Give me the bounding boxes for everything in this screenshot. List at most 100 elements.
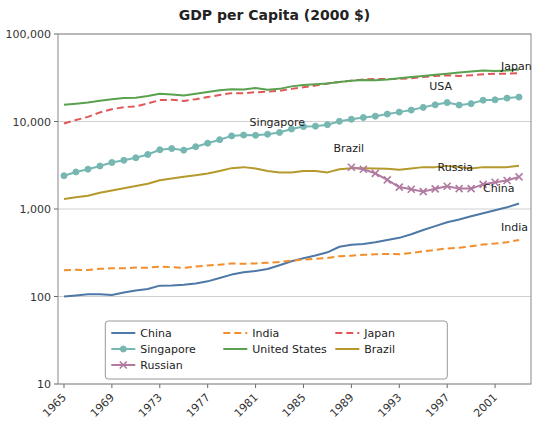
- series-marker: [456, 185, 463, 192]
- x-tick-label: 1981: [232, 391, 261, 420]
- legend-swatch: [111, 332, 135, 334]
- x-tick: [447, 384, 448, 388]
- y-tick: [54, 209, 58, 210]
- series-marker: [97, 163, 103, 169]
- x-tick: [159, 384, 160, 388]
- annotation: India: [501, 221, 528, 234]
- grid-line: [58, 296, 531, 297]
- series-marker: [73, 169, 79, 175]
- legend-label: Japan: [363, 327, 395, 340]
- series-marker: [121, 157, 127, 163]
- annotation: Singapore: [250, 116, 306, 129]
- legend-swatch: [223, 332, 247, 334]
- series-marker: [229, 133, 235, 139]
- series-marker: [360, 115, 366, 121]
- series-marker: [372, 113, 378, 119]
- y-tick-label: 10: [37, 378, 51, 391]
- series-marker: [324, 122, 330, 128]
- series-marker: [516, 173, 523, 180]
- legend-swatch: [335, 348, 359, 350]
- series-marker: [312, 123, 318, 129]
- annotations: JapanUSASingaporeBrazilRussiaChinaIndia: [250, 60, 532, 234]
- series-marker: [372, 170, 379, 177]
- series-marker: [145, 151, 151, 157]
- x-tick: [111, 384, 112, 388]
- annotation: China: [483, 182, 514, 195]
- title: GDP per Capita (2000 $): [179, 7, 370, 23]
- series-marker: [432, 185, 439, 192]
- series-line: [64, 240, 519, 270]
- y-tick: [54, 384, 58, 385]
- series-marker: [480, 97, 486, 103]
- y-tick: [54, 34, 58, 35]
- legend-label: Brazil: [364, 343, 395, 356]
- y-tick-label: 100,000: [6, 28, 52, 41]
- x-tick-label: 1997: [423, 391, 452, 420]
- series-marker: [336, 118, 342, 124]
- x-tick: [399, 384, 400, 388]
- x-tick-label: 1973: [136, 391, 165, 420]
- x-tick-label: 2001: [471, 391, 500, 420]
- x-tick: [255, 384, 256, 388]
- series-marker: [396, 109, 402, 115]
- legend-box: [105, 321, 447, 379]
- legend: China India Japan Singapore United States Bra…: [105, 321, 447, 379]
- y-tick: [54, 121, 58, 122]
- legend-marker: [120, 362, 127, 369]
- annotation: Japan: [500, 60, 532, 73]
- series-marker: [408, 186, 415, 193]
- x-tick-label: 1965: [40, 391, 69, 420]
- legend-swatch: [223, 348, 247, 350]
- series-marker: [432, 102, 438, 108]
- series-marker: [420, 188, 427, 195]
- legend-label: India: [252, 327, 279, 340]
- series-marker: [384, 111, 390, 117]
- legend-swatch: [335, 332, 359, 334]
- plot-area: [61, 69, 523, 296]
- x-tick: [303, 384, 304, 388]
- grid-line: [58, 209, 531, 210]
- x-tick-label: 1989: [328, 391, 357, 420]
- series-marker: [420, 104, 426, 110]
- series-marker: [277, 129, 283, 135]
- series-marker: [265, 131, 271, 137]
- series-marker: [468, 101, 474, 107]
- series-marker: [181, 147, 187, 153]
- annotation: Russia: [438, 161, 473, 174]
- series-marker: [444, 183, 451, 190]
- series-marker: [444, 100, 450, 106]
- series-marker: [205, 140, 211, 146]
- series-marker: [133, 155, 139, 161]
- series-marker: [408, 107, 414, 113]
- series-marker: [504, 95, 510, 101]
- x-tick: [495, 384, 496, 388]
- legend-label: China: [140, 327, 171, 340]
- series-marker: [109, 159, 115, 165]
- series-line: [64, 97, 519, 176]
- series-marker: [157, 147, 163, 153]
- annotation: Brazil: [333, 142, 364, 155]
- legend-label: Singapore: [140, 343, 196, 356]
- legend-label: Russian: [140, 359, 182, 372]
- series-marker: [348, 164, 355, 171]
- series-marker: [360, 166, 367, 173]
- y-tick-label: 100: [30, 291, 51, 304]
- series-marker: [456, 102, 462, 108]
- series-marker: [85, 166, 91, 172]
- x-tick: [63, 384, 64, 388]
- y-tick-label: 10,000: [13, 116, 52, 129]
- legend-marker: [120, 346, 126, 352]
- x-tick-label: 1985: [280, 391, 309, 420]
- x-tick-label: 1977: [184, 391, 213, 420]
- x-tick-label: 1969: [88, 391, 117, 420]
- series-marker: [193, 144, 199, 150]
- series-line: [64, 204, 519, 297]
- x-tick: [207, 384, 208, 388]
- legend-label: United States: [252, 343, 327, 356]
- x-tick: [351, 384, 352, 388]
- series-marker: [217, 137, 223, 143]
- series-marker: [348, 116, 354, 122]
- x-tick-label: 1993: [375, 391, 404, 420]
- series-marker: [468, 185, 475, 192]
- series-marker: [253, 132, 259, 138]
